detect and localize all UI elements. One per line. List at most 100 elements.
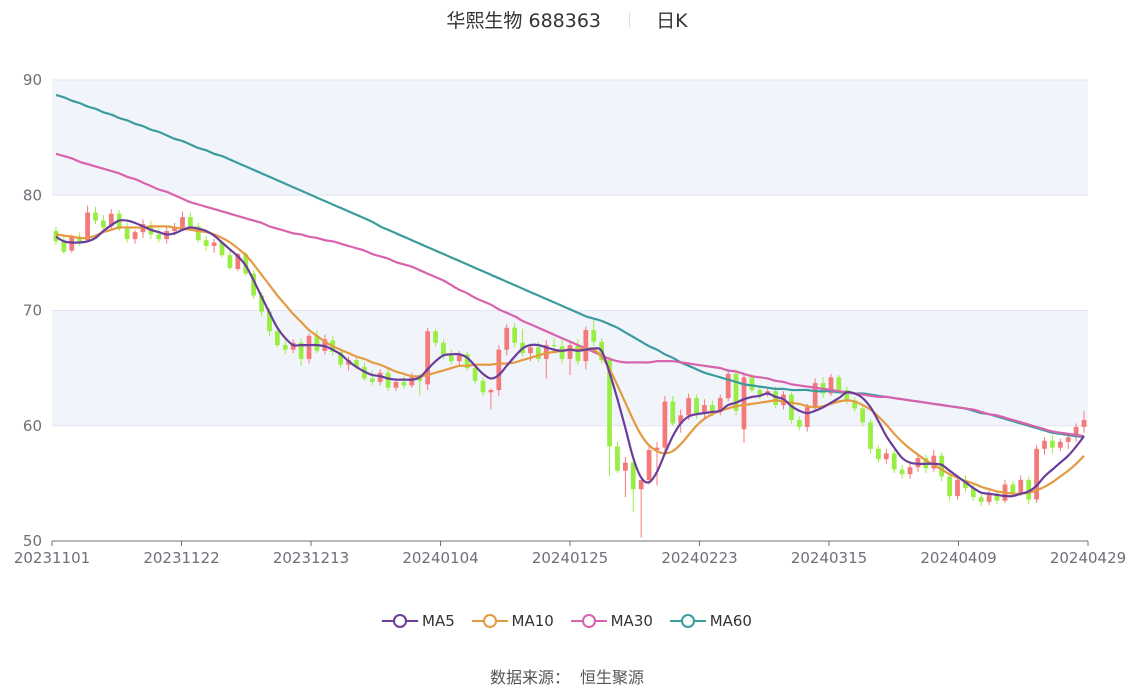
candle-body <box>978 497 984 502</box>
legend-label-ma10: MA10 <box>511 612 554 630</box>
candle-body <box>401 381 407 386</box>
candle-body <box>717 398 723 412</box>
candle-body <box>417 377 423 381</box>
candle-body <box>947 476 952 497</box>
legend-item-ma5[interactable]: MA5 <box>382 612 455 630</box>
candle-body <box>369 378 375 382</box>
candle-body <box>393 381 399 388</box>
legend: MA5 MA10 MA30 MA60 <box>0 612 1134 630</box>
candle-body <box>275 331 280 346</box>
source-value: 恒生聚源 <box>580 668 645 687</box>
candle <box>899 464 905 479</box>
candle-body <box>172 227 177 231</box>
candle-body <box>1081 419 1087 427</box>
candle-body <box>1042 440 1047 449</box>
grid-bands <box>52 80 1088 426</box>
candle <box>702 399 707 418</box>
candle-body <box>338 351 344 365</box>
candle <box>575 339 581 365</box>
x-tick-label: 20240409 <box>920 549 996 567</box>
candle <box>860 405 865 426</box>
candle-body <box>528 347 533 354</box>
candle-body <box>773 391 778 406</box>
candle-body <box>409 377 415 386</box>
legend-item-ma30[interactable]: MA30 <box>570 612 653 630</box>
candle-body <box>591 330 597 342</box>
candle-body <box>464 354 470 369</box>
candle-body <box>156 234 162 240</box>
candle-body <box>575 345 581 362</box>
legend-label-ma30: MA30 <box>610 612 653 630</box>
candle <box>622 456 628 498</box>
candle-body <box>670 401 676 424</box>
candle <box>61 236 67 255</box>
candle-body <box>654 447 660 450</box>
candle <box>1034 445 1039 503</box>
candle-body <box>694 398 699 414</box>
candle <box>251 270 257 299</box>
candle-body <box>93 212 98 221</box>
grid-band <box>52 80 1088 196</box>
candle-body <box>868 422 873 449</box>
candle-body <box>314 335 320 351</box>
candle <box>472 364 478 385</box>
x-tick-label: 20240125 <box>532 549 608 567</box>
candle-body <box>306 335 312 359</box>
candle <box>931 449 937 472</box>
candle-body <box>836 377 842 391</box>
legend-item-ma60[interactable]: MA60 <box>669 612 752 630</box>
candle-body <box>796 419 802 427</box>
candle-body <box>85 212 90 241</box>
candle <box>77 232 83 246</box>
candle-body <box>433 331 438 343</box>
candle-body <box>1018 479 1024 493</box>
candle-body <box>876 448 881 460</box>
candle <box>868 418 873 454</box>
x-tick-label: 20240223 <box>661 549 737 567</box>
candle <box>433 328 438 347</box>
candle <box>947 473 952 501</box>
candle <box>654 441 660 486</box>
candle-body <box>282 345 288 350</box>
candle <box>298 338 304 366</box>
candle <box>464 351 470 371</box>
candle <box>164 227 170 244</box>
candle-body <box>298 342 304 359</box>
candle <box>670 395 676 426</box>
candle-body <box>235 254 241 270</box>
candle-body <box>963 479 968 488</box>
candle <box>978 493 984 507</box>
ma5-line <box>55 219 1085 498</box>
candle <box>211 239 217 253</box>
candle <box>504 324 510 356</box>
candle-body <box>733 373 739 411</box>
candle <box>963 475 968 493</box>
title-divider <box>629 12 631 28</box>
legend-marker-ma60 <box>669 614 706 628</box>
candle <box>804 403 810 432</box>
candle-body <box>638 479 644 490</box>
candle <box>591 318 597 347</box>
legend-marker-ma30 <box>570 614 607 628</box>
candle-body <box>567 345 573 359</box>
candle-body <box>741 377 747 430</box>
candle <box>195 222 201 243</box>
candle-body <box>195 226 201 241</box>
candle <box>891 449 897 474</box>
candle-body <box>377 372 383 382</box>
candle <box>53 226 59 245</box>
candle-body <box>211 242 217 246</box>
candle-body <box>749 377 755 391</box>
candle <box>852 396 858 412</box>
candle-body <box>883 453 889 460</box>
y-tick-label: 50 <box>23 532 42 550</box>
candle-body <box>188 217 193 227</box>
x-tick-label: 20240429 <box>1050 549 1126 567</box>
x-axis: 20231101 20231122 20231213 20240104 20240125… <box>14 540 1126 567</box>
candle-body <box>1065 437 1071 442</box>
legend-item-ma10[interactable]: MA10 <box>471 612 554 630</box>
candle-body <box>480 380 486 393</box>
candle-body <box>1050 440 1055 448</box>
candle-body <box>559 346 565 359</box>
candle-body <box>512 327 518 343</box>
